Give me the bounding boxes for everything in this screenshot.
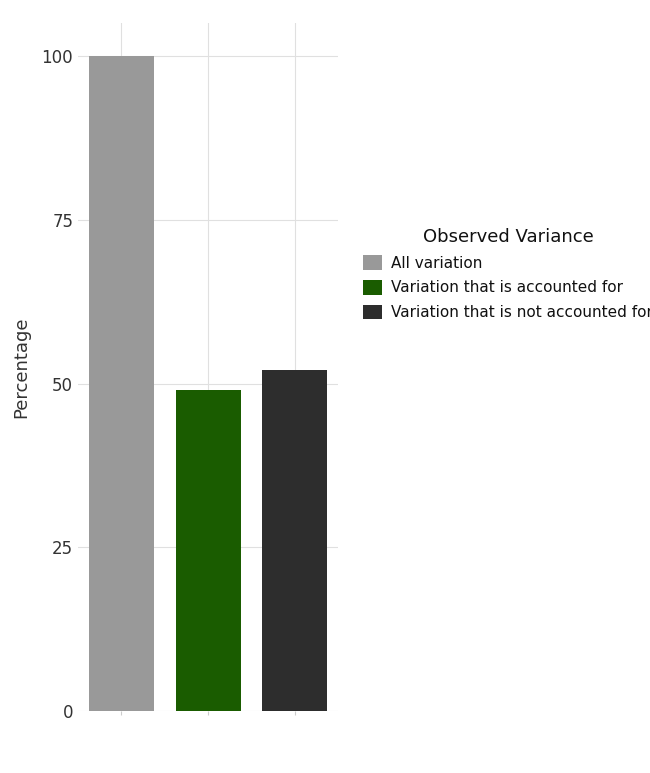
- Bar: [262, 370, 327, 711]
- Legend: All variation, Variation that is accounted for, Variation that is not accounted : All variation, Variation that is account…: [359, 223, 650, 325]
- Bar: [89, 56, 154, 711]
- Bar: [176, 390, 240, 711]
- Y-axis label: Percentage: Percentage: [12, 316, 31, 418]
